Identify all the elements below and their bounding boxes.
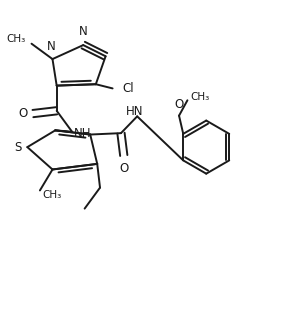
Text: S: S: [14, 141, 21, 154]
Text: CH₃: CH₃: [190, 92, 209, 102]
Text: HN: HN: [126, 105, 144, 118]
Text: O: O: [19, 107, 28, 120]
Text: NH: NH: [74, 127, 92, 140]
Text: N: N: [47, 40, 55, 53]
Text: Cl: Cl: [122, 82, 134, 95]
Text: O: O: [119, 162, 128, 175]
Text: N: N: [79, 25, 88, 38]
Text: CH₃: CH₃: [6, 35, 25, 44]
Text: O: O: [175, 99, 184, 111]
Text: CH₃: CH₃: [43, 190, 62, 201]
